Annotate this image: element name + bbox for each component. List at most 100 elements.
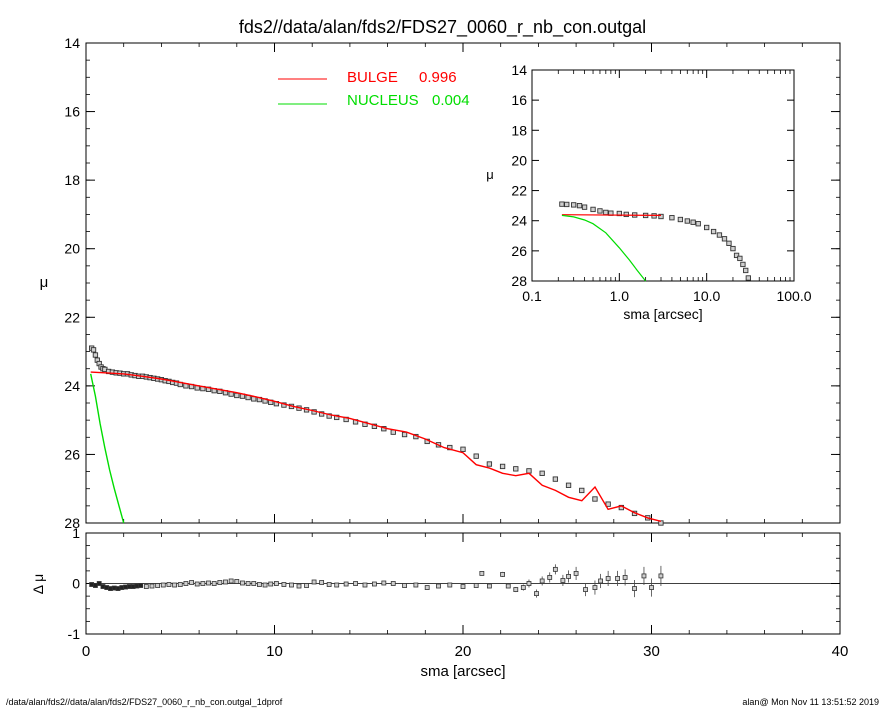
inset-observed-point [597, 208, 603, 214]
residual-y-tick-label: 1 [72, 525, 80, 541]
inset-observed-point [745, 275, 751, 281]
observed-point [513, 466, 519, 472]
inset-y-tick-label: 14 [511, 62, 527, 78]
inset-panel: 14 16 18 20 22 24 26 28 0.1 1.0 10.0 100.0 μ sma [… [486, 62, 811, 322]
residual-point [566, 574, 571, 579]
residual-point [526, 581, 532, 586]
inset-observed-point [576, 202, 583, 209]
residual-x-tick-label: 10 [266, 643, 283, 660]
footer-file-path: /data/alan/fds2//data/alan/fds2/FDS27_00… [6, 697, 283, 707]
main-y-tick-label: 26 [64, 446, 80, 462]
inset-observed-point [733, 252, 740, 259]
residual-point [632, 586, 637, 591]
main-y-tick-label: 18 [64, 172, 80, 188]
inset-nucleus-model-line [561, 214, 647, 282]
observed-point [539, 470, 545, 476]
residual-x-axis-label: sma [arcsec] [420, 663, 505, 680]
residual-point [622, 575, 628, 580]
inset-observed-point [590, 206, 596, 213]
observed-point [486, 461, 493, 467]
observed-point [552, 476, 559, 482]
inset-observed-point [669, 215, 675, 221]
residual-y-tick-label: -1 [68, 626, 81, 642]
residual-point [413, 582, 419, 588]
residual-point [234, 579, 240, 584]
inset-y-tick-label: 24 [511, 213, 527, 229]
residual-panel: -101 0 10 20 30 40 Δ μ sma [arcsec] [30, 525, 848, 680]
observed-point [234, 392, 240, 399]
main-y-tick-label: 20 [64, 241, 80, 257]
residual-point [479, 571, 485, 576]
inset-observed-point [710, 228, 717, 235]
residual-point [273, 581, 279, 586]
residual-point [658, 573, 664, 579]
inset-observed-point [571, 202, 577, 208]
inset-bulge-model-line [561, 214, 662, 216]
inset-y-tick-label: 18 [511, 122, 527, 138]
inset-observed-point [684, 218, 690, 224]
residual-point [217, 580, 223, 585]
residual-point [583, 587, 588, 592]
observed-points [89, 345, 664, 526]
inset-observed-point [581, 204, 588, 210]
residual-point [149, 583, 155, 589]
inset-observed-point [730, 245, 736, 252]
residual-point [513, 587, 519, 592]
residual-point [183, 581, 189, 586]
residual-point [96, 581, 102, 586]
inset-y-ticks: 14 16 18 20 22 24 26 28 [511, 62, 794, 289]
residual-point [228, 578, 234, 584]
residual-point [353, 581, 358, 586]
residual-point [547, 575, 553, 580]
main-y-tick-label: 14 [64, 35, 80, 51]
legend-bulge-label: BULGE [347, 69, 398, 86]
residual-point [473, 583, 479, 588]
residual-point [447, 582, 453, 588]
residual-x-tick-label: 30 [643, 643, 660, 660]
inset-observed-point [658, 213, 664, 220]
observed-point [90, 347, 97, 353]
residual-point [245, 581, 251, 586]
residual-x-tick-label: 0 [82, 643, 90, 660]
residual-point [641, 573, 647, 579]
inset-observed-point [559, 201, 565, 207]
residual-point [560, 578, 566, 583]
main-y-tick-label: 16 [64, 104, 80, 120]
residual-point [381, 580, 387, 586]
residual-point [257, 582, 262, 587]
inset-observed-point [740, 261, 746, 268]
main-y-tick-label: 22 [64, 309, 80, 325]
residual-point [138, 583, 144, 588]
inset-x-ticks: 0.1 1.0 10.0 100.0 [522, 70, 812, 304]
inset-observed-point [743, 267, 749, 274]
residual-point [262, 582, 268, 588]
inset-observed-point [690, 219, 696, 225]
observed-point [460, 446, 466, 452]
legend-bulge-value: 0.996 [419, 69, 457, 86]
inset-y-tick-label: 16 [511, 92, 527, 108]
residual-x-tick-label: 40 [832, 643, 849, 660]
residual-point [326, 582, 332, 587]
residual-y-tick-label: 0 [72, 576, 80, 592]
inset-x-tick-label: 0.1 [522, 288, 542, 304]
residual-point [319, 580, 325, 585]
residual-point [166, 582, 172, 587]
residual-point [460, 584, 466, 589]
residual-x-tick-label: 20 [455, 643, 472, 660]
residual-point [211, 581, 217, 586]
footer-user-timestamp: alan@ Mon Nov 11 13:51:52 2019 [742, 697, 879, 707]
residual-point [520, 585, 526, 590]
observed-point [579, 487, 585, 494]
main-x-ticks [85, 43, 841, 523]
inset-x-tick-label: 10.0 [693, 288, 720, 304]
inset-observed-point [677, 216, 684, 223]
inset-x-tick-label: 1.0 [610, 288, 630, 304]
residual-point [343, 581, 349, 587]
nucleus-model-line [90, 373, 125, 524]
residual-point [424, 585, 430, 590]
residual-point [372, 581, 377, 587]
main-y-tick-label: 28 [64, 515, 80, 531]
residual-point [605, 576, 611, 581]
residual-point [296, 583, 302, 589]
inset-observed-point [623, 211, 629, 218]
